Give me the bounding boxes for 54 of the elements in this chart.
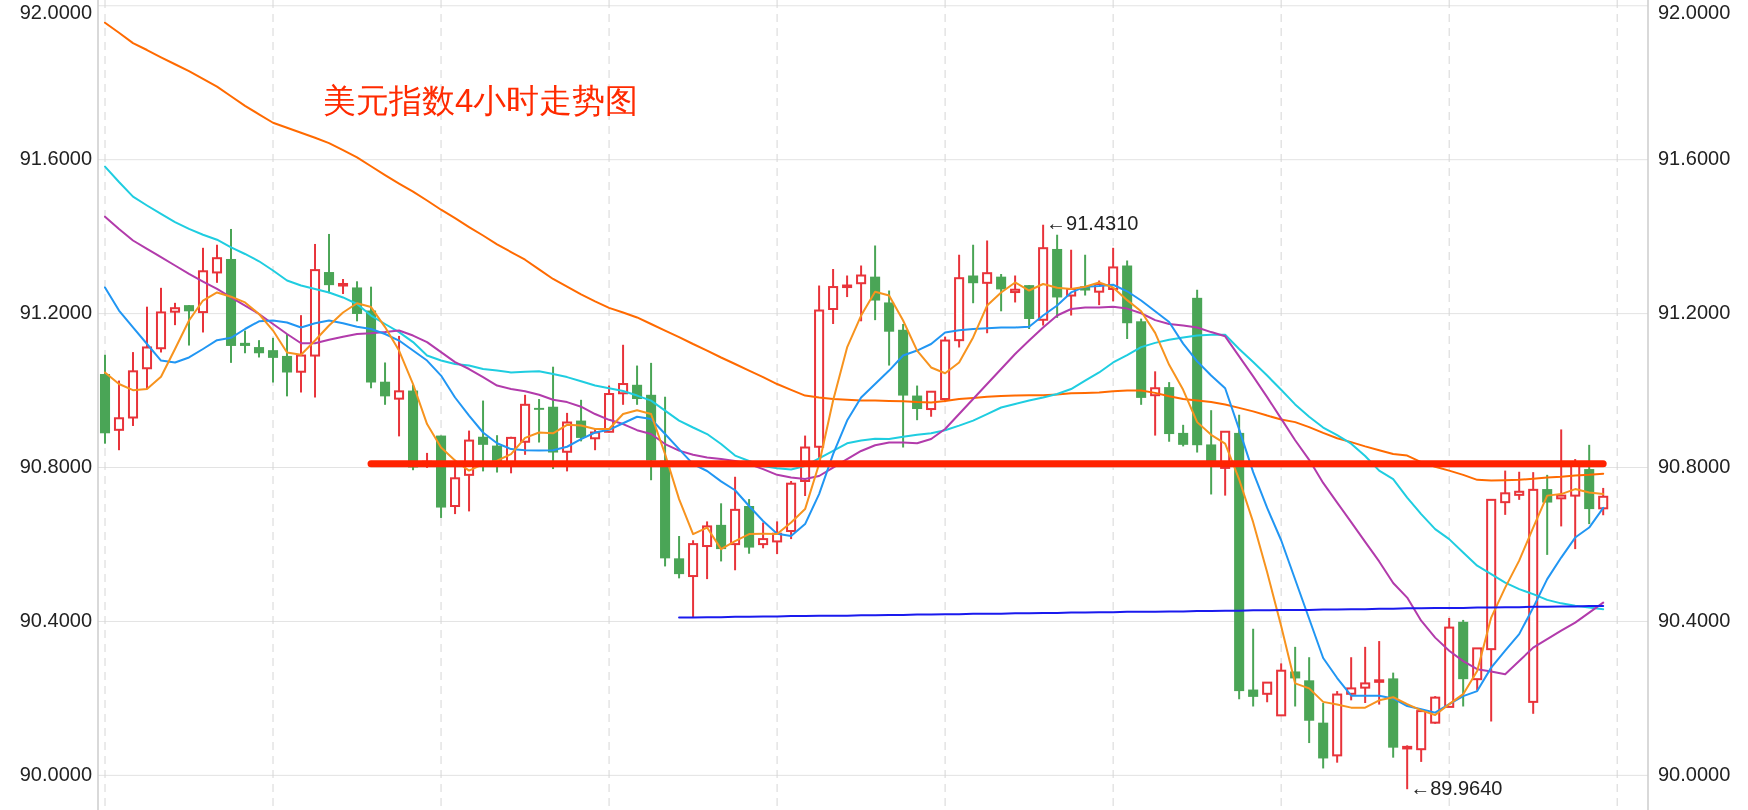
candlestick bbox=[968, 243, 979, 305]
candlestick bbox=[702, 520, 713, 581]
candlestick bbox=[478, 399, 489, 473]
text: 美元指数4小时走势图 bbox=[323, 82, 639, 119]
candlestick bbox=[1010, 274, 1021, 304]
y-tick-label: 91.2000 bbox=[19, 300, 92, 323]
candlestick bbox=[842, 274, 853, 299]
candlestick bbox=[281, 333, 293, 398]
candlestick bbox=[1178, 423, 1189, 448]
candlestick bbox=[982, 239, 993, 335]
y2-tick-label: 91.2000 bbox=[1658, 300, 1731, 323]
y2-tick-label: 92.0000 bbox=[1658, 1, 1731, 24]
candlestick bbox=[183, 304, 195, 347]
y2-tick-label: 90.8000 bbox=[1658, 454, 1731, 477]
y-tick-label: 92.0000 bbox=[19, 1, 92, 24]
candlestick bbox=[1248, 627, 1259, 708]
y-tick-label: 90.8000 bbox=[19, 454, 92, 477]
candlestick bbox=[394, 334, 405, 438]
line-series bbox=[104, 21, 1605, 482]
y2-tick-label: 90.0000 bbox=[1658, 762, 1731, 785]
candlestick bbox=[1556, 428, 1567, 528]
candlestick bbox=[856, 264, 867, 323]
line-series bbox=[678, 605, 1605, 619]
candlestick bbox=[1360, 645, 1371, 705]
annotation: ←89.9640 bbox=[1410, 776, 1503, 799]
y2-tick-label: 90.4000 bbox=[1658, 608, 1731, 631]
y2-tick-label: 91.6000 bbox=[1658, 146, 1731, 169]
candlestick bbox=[534, 398, 545, 444]
candlestick bbox=[239, 329, 251, 355]
candlestick bbox=[380, 361, 391, 406]
candlestick bbox=[1500, 469, 1511, 516]
candlestick bbox=[169, 301, 181, 327]
candlestick bbox=[758, 521, 769, 550]
y-tick-label: 90.0000 bbox=[19, 762, 92, 785]
line-series bbox=[104, 165, 1605, 611]
line-series bbox=[104, 215, 1605, 676]
y-tick-label: 90.4000 bbox=[19, 608, 92, 631]
candlestick bbox=[1346, 656, 1357, 702]
candlestick bbox=[1402, 744, 1413, 791]
candlestick bbox=[141, 305, 153, 391]
candlestick bbox=[674, 535, 685, 580]
candlestick bbox=[113, 379, 125, 452]
y-tick-label: 91.6000 bbox=[19, 146, 92, 169]
candlestick bbox=[1374, 640, 1385, 706]
candlestick bbox=[1262, 681, 1273, 704]
candlestick bbox=[211, 243, 223, 284]
candlestick bbox=[1514, 470, 1525, 501]
candlestick bbox=[996, 272, 1007, 313]
candlestick bbox=[295, 314, 307, 394]
candlestick bbox=[267, 336, 279, 384]
candlestick bbox=[828, 267, 839, 325]
candlestick bbox=[1598, 486, 1609, 517]
candlestick bbox=[323, 232, 335, 295]
annotation: ←91.4310 bbox=[1046, 212, 1139, 234]
